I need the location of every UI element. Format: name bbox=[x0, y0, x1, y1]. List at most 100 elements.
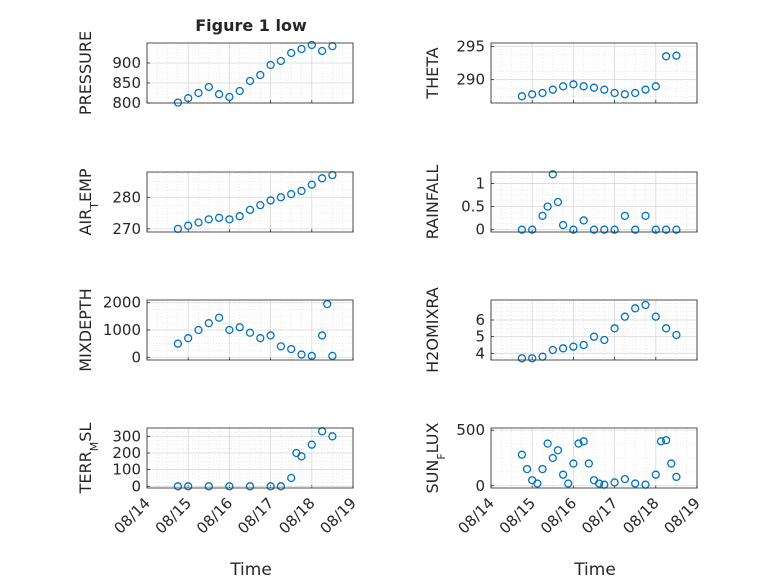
y-tick-label: 270 bbox=[112, 220, 141, 238]
data-point bbox=[225, 92, 234, 102]
axes-frame bbox=[146, 299, 354, 361]
data-point bbox=[548, 85, 557, 94]
data-point bbox=[204, 482, 213, 491]
y-tick-label: 1000 bbox=[103, 321, 141, 339]
data-point bbox=[214, 90, 224, 99]
data-point bbox=[641, 300, 650, 310]
data-point bbox=[600, 225, 609, 234]
data-point bbox=[661, 324, 671, 333]
data-point bbox=[184, 221, 193, 230]
y-tick-label: 200 bbox=[112, 444, 141, 462]
data-point bbox=[266, 331, 275, 340]
data-point bbox=[538, 464, 547, 474]
data-point bbox=[256, 70, 265, 80]
axes-frame bbox=[490, 299, 698, 361]
data-point bbox=[569, 225, 578, 234]
data-point bbox=[225, 482, 234, 491]
data-point bbox=[297, 44, 306, 54]
data-point bbox=[548, 170, 557, 179]
data-point bbox=[661, 52, 671, 61]
axes-frame bbox=[146, 171, 354, 233]
data-point bbox=[297, 452, 306, 461]
axes-frame bbox=[490, 171, 698, 233]
data-point bbox=[307, 440, 316, 449]
data-point bbox=[287, 189, 296, 199]
x-axis-label-right: Time bbox=[573, 560, 616, 580]
data-point bbox=[517, 225, 527, 234]
data-point bbox=[225, 325, 234, 335]
data-point bbox=[235, 86, 244, 96]
data-point bbox=[266, 60, 275, 70]
data-point bbox=[661, 436, 671, 445]
y-tick-label: 280 bbox=[112, 188, 141, 206]
data-point bbox=[620, 312, 630, 321]
data-point bbox=[672, 330, 681, 340]
data-point bbox=[651, 312, 660, 321]
y-tick-label: 2000 bbox=[103, 294, 141, 312]
data-point bbox=[173, 482, 183, 491]
data-point bbox=[558, 344, 568, 353]
data-point bbox=[641, 211, 650, 220]
data-point bbox=[631, 225, 640, 234]
y-tick-label: 0 bbox=[131, 477, 141, 495]
data-point bbox=[245, 76, 255, 86]
data-point bbox=[276, 342, 286, 351]
data-point bbox=[569, 459, 578, 468]
data-point bbox=[235, 212, 244, 221]
y-tick-label: 300 bbox=[112, 427, 141, 445]
data-point bbox=[225, 215, 234, 224]
axes-frame bbox=[146, 427, 354, 489]
y-tick-label: 850 bbox=[112, 74, 141, 92]
data-point bbox=[276, 482, 286, 491]
y-tick-label: 0.5 bbox=[461, 198, 485, 216]
data-point bbox=[317, 46, 327, 56]
y-axis-label: PRESSURE bbox=[76, 31, 95, 115]
data-point bbox=[558, 220, 568, 230]
data-point bbox=[287, 48, 296, 58]
y-tick-label: 800 bbox=[112, 94, 141, 112]
data-point bbox=[631, 88, 640, 98]
y-tick-label: 1 bbox=[475, 175, 485, 193]
data-point bbox=[297, 186, 306, 196]
data-point bbox=[245, 328, 255, 337]
data-point bbox=[173, 98, 183, 107]
data-point bbox=[287, 473, 296, 483]
data-point bbox=[533, 479, 542, 488]
data-point bbox=[651, 82, 660, 91]
data-point bbox=[579, 82, 588, 91]
data-point bbox=[558, 82, 568, 91]
y-tick-label: 5 bbox=[475, 328, 485, 346]
y-tick-label: 0 bbox=[475, 477, 485, 495]
data-point bbox=[584, 459, 593, 468]
data-point bbox=[276, 193, 286, 202]
y-tick-label: 500 bbox=[456, 421, 485, 439]
data-point bbox=[672, 51, 681, 60]
figure-title: Figure 1 low bbox=[195, 16, 307, 35]
y-tick-label: 6 bbox=[475, 311, 485, 329]
axes-4: 0 0.5 1 RAINFALL bbox=[423, 165, 698, 239]
y-tick-label: 290 bbox=[456, 71, 485, 89]
y-tick-label: 0 bbox=[131, 348, 141, 366]
data-point bbox=[610, 225, 619, 234]
data-point bbox=[610, 478, 619, 487]
data-point bbox=[656, 437, 666, 446]
data-point bbox=[276, 56, 286, 66]
data-point bbox=[517, 354, 527, 363]
data-point bbox=[194, 88, 203, 98]
data-point bbox=[569, 342, 578, 351]
data-point bbox=[579, 437, 588, 446]
data-point bbox=[266, 196, 275, 205]
y-axis-label: H2OMIXRA bbox=[423, 287, 442, 373]
data-point bbox=[256, 334, 265, 343]
data-point bbox=[307, 351, 316, 361]
axes-6: 456 H2OMIXRA bbox=[423, 287, 698, 373]
data-point bbox=[235, 323, 244, 332]
axes-5: 0 1000 2000 MIXDEPTH bbox=[76, 288, 354, 372]
data-point bbox=[328, 351, 337, 361]
data-point bbox=[214, 313, 224, 322]
y-axis-label: AIRTEMP bbox=[76, 168, 101, 235]
data-point bbox=[610, 88, 619, 98]
data-point bbox=[543, 439, 552, 448]
axes-frame bbox=[146, 42, 354, 104]
